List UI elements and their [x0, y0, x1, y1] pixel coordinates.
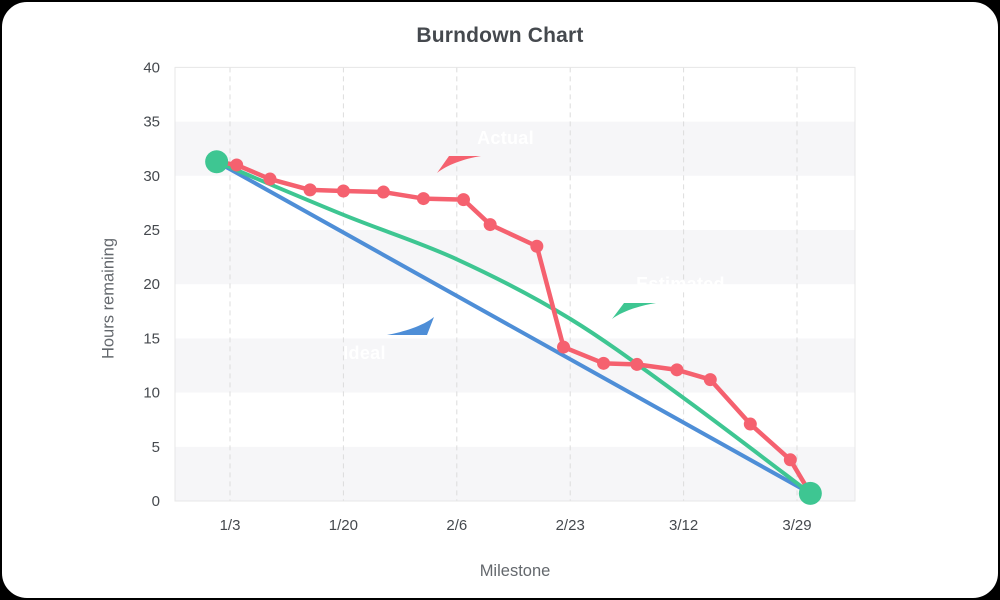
callout-estimated-tail-icon — [612, 303, 656, 319]
actual-point — [376, 185, 390, 199]
milestone-marker — [798, 481, 822, 505]
x-tick-label: 2/6 — [446, 517, 467, 534]
actual-point — [416, 192, 430, 206]
callout-ideal-label: Ideal — [343, 342, 386, 363]
actual-point — [557, 340, 571, 354]
callout-ideal-tail-icon — [387, 317, 434, 335]
y-tick-label: 40 — [143, 59, 160, 76]
callout-estimated: Estimated — [612, 265, 744, 319]
callout-actual-label: Actual — [477, 127, 534, 148]
y-tick-label: 0 — [152, 493, 160, 510]
y-tick-label: 35 — [143, 114, 160, 131]
actual-point — [530, 239, 544, 253]
x-tick-label: 3/29 — [782, 517, 811, 534]
y-tick-label: 10 — [143, 385, 160, 402]
callout-actual-tail-icon — [437, 156, 481, 173]
plot-band — [175, 230, 855, 285]
actual-point — [670, 363, 684, 377]
plot-band — [175, 392, 855, 447]
actual-point — [703, 373, 717, 387]
y-tick-label: 15 — [143, 330, 160, 347]
x-tick-label: 1/3 — [220, 517, 241, 534]
ideal-line — [214, 159, 813, 496]
plot-band — [175, 67, 855, 122]
plot-border — [174, 66, 856, 502]
x-tick-label: 3/12 — [669, 517, 698, 534]
y-tick-label: 25 — [143, 222, 160, 239]
actual-point — [597, 356, 611, 370]
actual-point — [336, 184, 350, 198]
actual-line — [214, 159, 813, 496]
x-axis-title: Milestone — [479, 562, 551, 580]
chart-title: Burndown Chart — [416, 24, 584, 47]
actual-point — [743, 417, 757, 431]
actual-point — [483, 218, 497, 232]
callout-estimated-label: Estimated — [636, 274, 725, 294]
actual-point — [303, 183, 317, 197]
y-tick-label: 30 — [143, 168, 160, 185]
actual-point — [230, 158, 244, 172]
y-tick-label: 5 — [152, 439, 160, 456]
actual-point — [783, 453, 797, 467]
plot-band — [175, 175, 855, 230]
callout-ideal: Ideal — [300, 317, 434, 372]
actual-point — [630, 357, 644, 371]
actual-point — [456, 193, 470, 207]
plot-band — [175, 121, 855, 176]
plot-band — [175, 338, 855, 393]
callout-actual: Actual — [437, 119, 569, 173]
x-tick-label: 2/23 — [556, 517, 585, 534]
estimated-line — [214, 159, 813, 496]
y-tick-label: 20 — [143, 276, 160, 293]
x-tick-label: 1/20 — [329, 517, 358, 534]
plot-band — [175, 446, 855, 501]
milestone-marker — [205, 150, 229, 174]
actual-point — [263, 172, 277, 186]
